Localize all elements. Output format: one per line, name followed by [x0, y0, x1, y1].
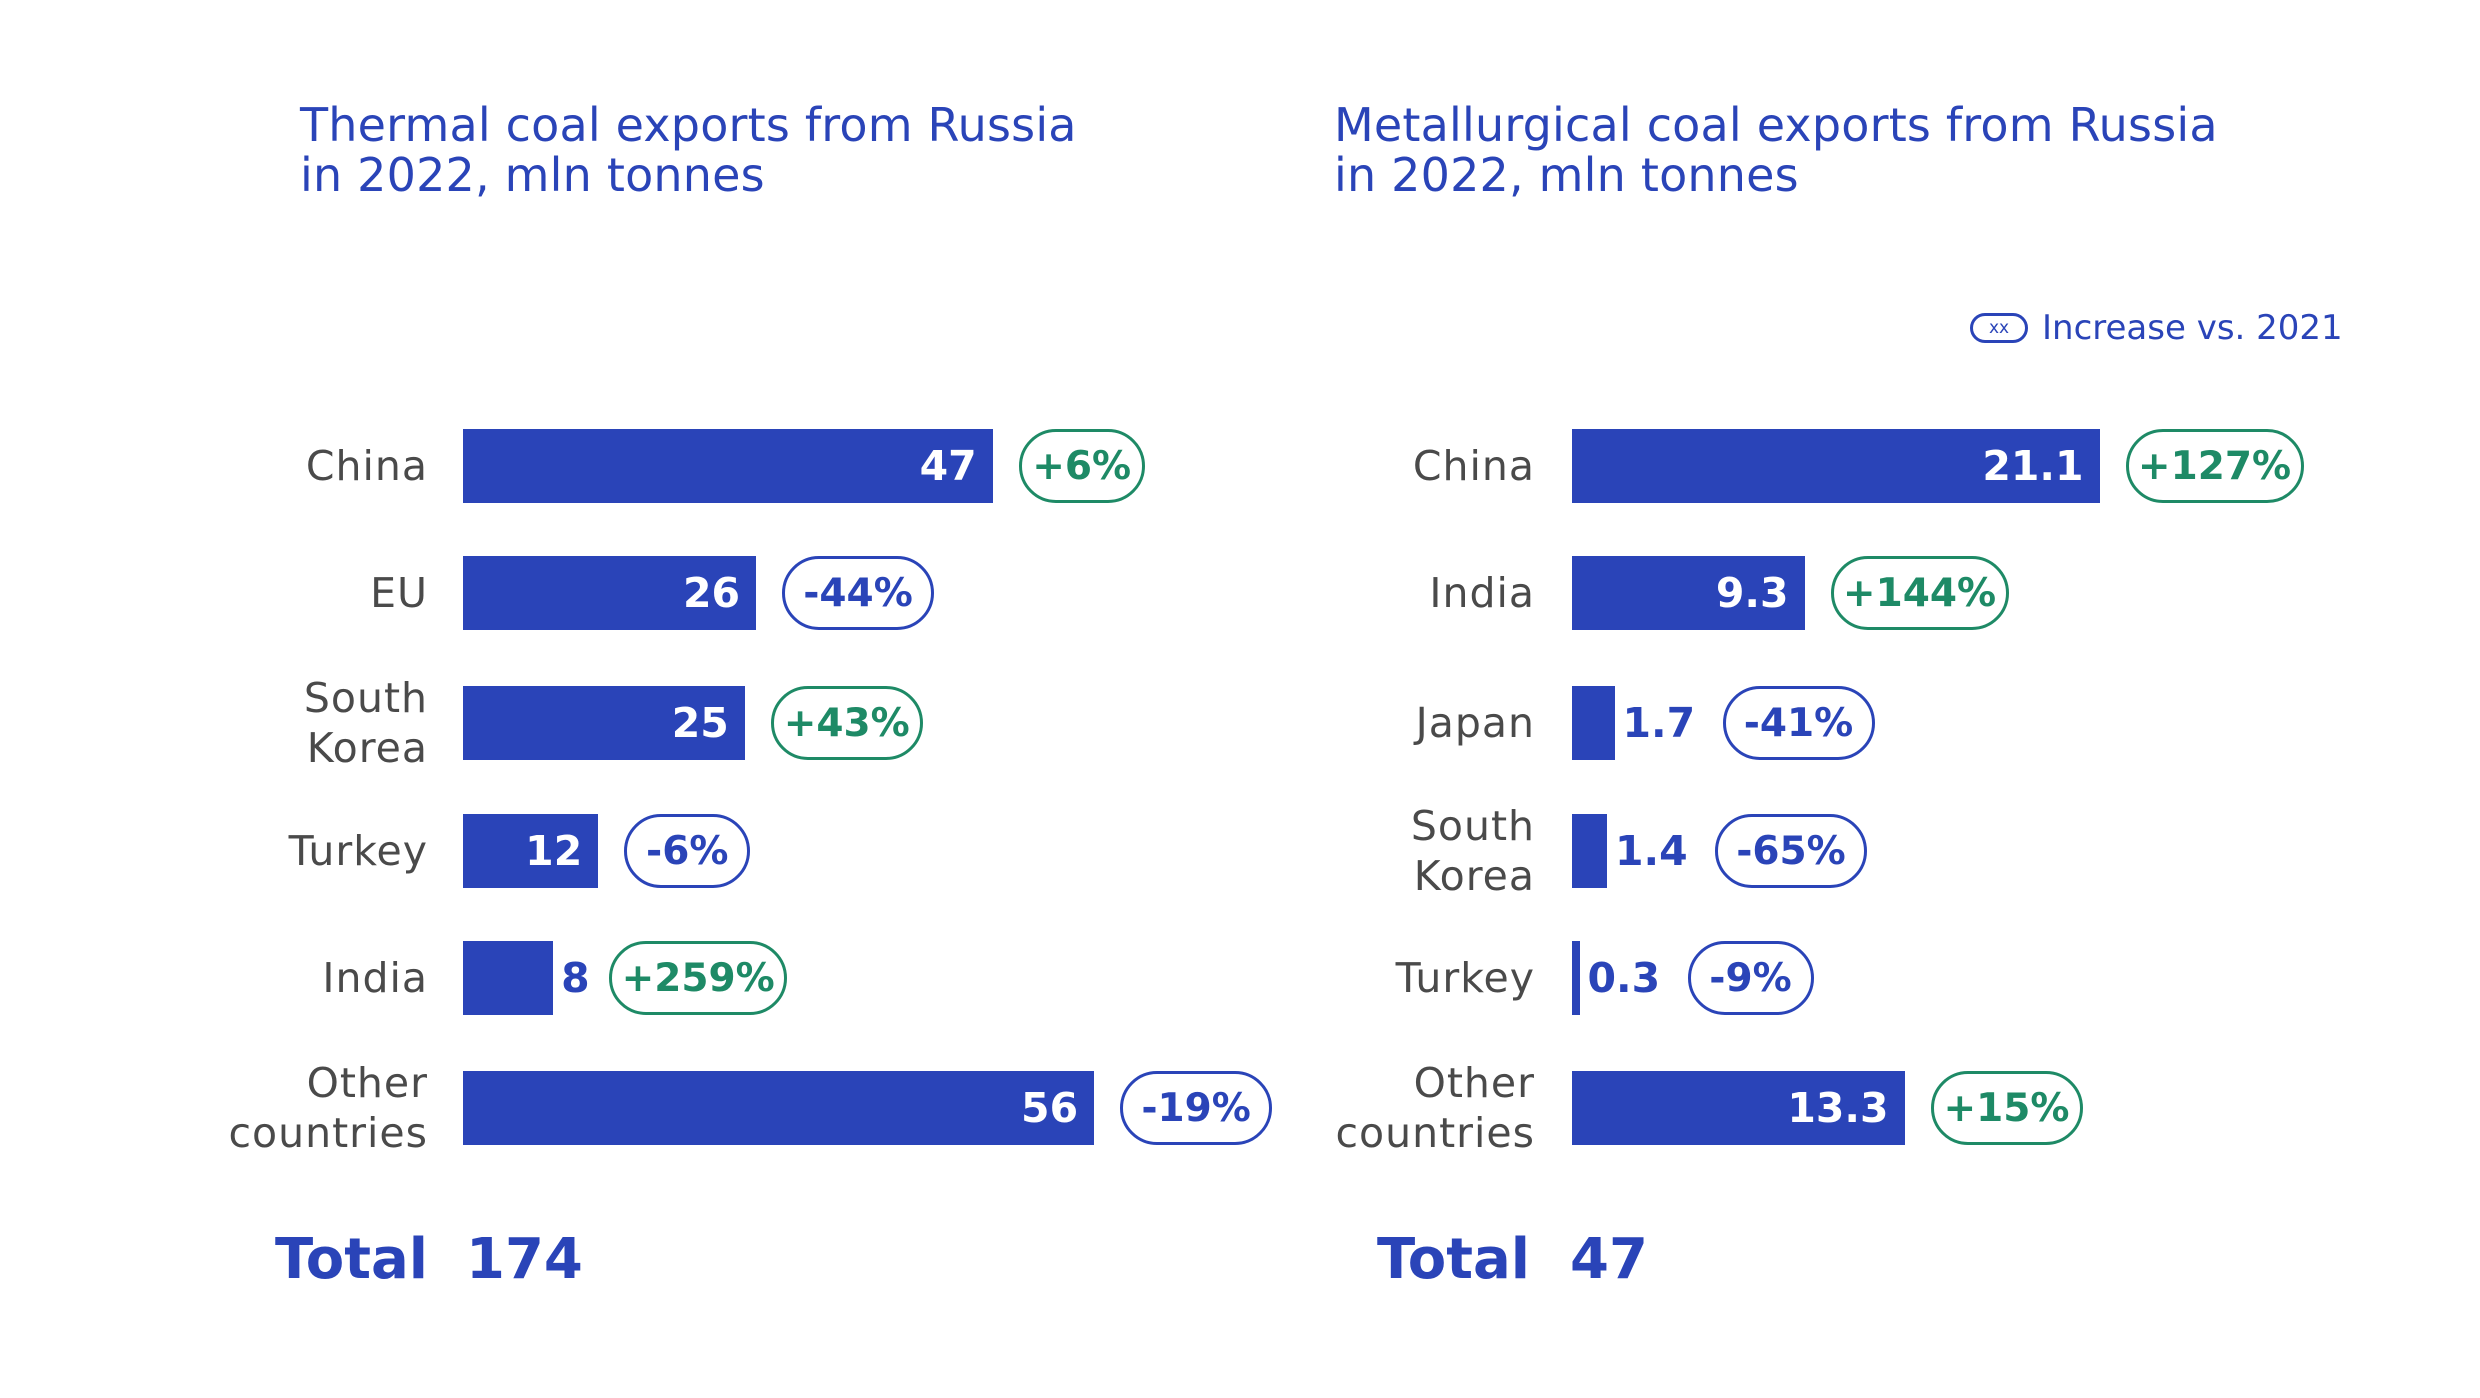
bar — [463, 556, 757, 630]
change-pill-decrease: -65% — [1715, 814, 1867, 888]
change-pill-decrease: -6% — [624, 814, 751, 888]
category-label: India — [322, 954, 428, 1002]
value-label: 56 — [1021, 1084, 1079, 1132]
bar — [463, 429, 993, 503]
change-pill-decrease: -19% — [1120, 1071, 1273, 1145]
change-pill-increase: +43% — [770, 686, 923, 760]
category-label: Turkey — [1395, 954, 1535, 1002]
value-label: 9.3 — [1715, 569, 1789, 617]
category-label: EU — [370, 569, 428, 617]
value-label: 1.4 — [1615, 827, 1688, 875]
value-label: 25 — [671, 699, 729, 747]
value-label: 8 — [561, 954, 590, 1002]
bar — [1572, 429, 2100, 503]
value-label: 12 — [525, 827, 583, 875]
change-pill-increase: +6% — [1018, 429, 1145, 503]
category-label: South Korea — [1410, 802, 1535, 900]
bar — [463, 941, 554, 1015]
chart-title: Metallurgical coal exports from Russia i… — [1334, 98, 2218, 202]
total-value: 47 — [1570, 1227, 1648, 1292]
change-pill-increase: +127% — [2125, 429, 2304, 503]
value-label: 13.3 — [1787, 1084, 1889, 1132]
category-label: Japan — [1415, 699, 1535, 747]
legend: xx Increase vs. 2021 — [1970, 308, 2343, 348]
bar — [463, 686, 745, 760]
legend-label: Increase vs. 2021 — [2042, 308, 2343, 348]
legend-sample-pill: xx — [1970, 313, 2028, 343]
category-label: South Korea — [303, 674, 428, 772]
bar — [1572, 814, 1607, 888]
total-value: 174 — [466, 1227, 583, 1292]
bar — [1572, 941, 1580, 1015]
category-label: China — [305, 442, 428, 490]
bar — [1572, 1071, 1905, 1145]
change-pill-increase: +144% — [1830, 556, 2009, 630]
value-label: 1.7 — [1622, 699, 1696, 747]
value-label: 0.3 — [1587, 954, 1661, 1002]
chart-title: Thermal coal exports from Russia in 2022… — [300, 98, 1077, 202]
category-label: Other countries — [228, 1059, 428, 1157]
change-pill-increase: +259% — [609, 941, 788, 1015]
total-label: Total — [1377, 1227, 1530, 1292]
change-pill-decrease: -41% — [1722, 686, 1875, 760]
category-label: Other countries — [1335, 1059, 1535, 1157]
category-label: Turkey — [288, 827, 428, 875]
bar — [1572, 686, 1615, 760]
bar — [463, 1071, 1095, 1145]
change-pill-decrease: -9% — [1687, 941, 1814, 1015]
bar — [463, 814, 599, 888]
value-label: 47 — [919, 442, 977, 490]
total-label: Total — [275, 1227, 428, 1292]
bar — [1572, 556, 1805, 630]
value-label: 21.1 — [1982, 442, 2084, 490]
value-label: 26 — [682, 569, 741, 617]
change-pill-increase: +15% — [1930, 1071, 2083, 1145]
category-label: India — [1429, 569, 1535, 617]
change-pill-decrease: -44% — [782, 556, 935, 630]
category-label: China — [1412, 442, 1535, 490]
